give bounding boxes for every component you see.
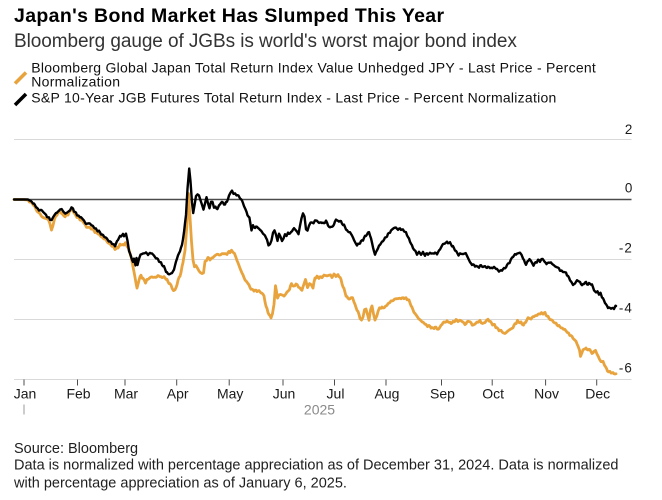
- svg-text:Sep: Sep: [430, 386, 455, 402]
- svg-text:Aug: Aug: [375, 386, 400, 402]
- svg-text:with percentage appreciation a: with percentage appreciation as of Janua…: [13, 475, 347, 491]
- svg-text:Jun: Jun: [273, 386, 296, 402]
- svg-text:Data is normalized with percen: Data is normalized with percentage appre…: [14, 457, 619, 473]
- svg-text:Dec: Dec: [585, 386, 610, 402]
- svg-text:Apr: Apr: [167, 386, 189, 402]
- svg-text:Nov: Nov: [534, 386, 559, 402]
- svg-text:Mar: Mar: [114, 386, 138, 402]
- svg-text:Japan's Bond Market Has Slumpe: Japan's Bond Market Has Slumped This Yea…: [14, 5, 444, 27]
- svg-text:Jan: Jan: [14, 386, 37, 402]
- svg-text:Bloomberg Global Japan Total R: Bloomberg Global Japan Total Return Inde…: [31, 60, 596, 76]
- svg-text:0: 0: [625, 181, 632, 196]
- svg-text:Source: Bloomberg: Source: Bloomberg: [14, 441, 138, 457]
- svg-text:2: 2: [625, 122, 632, 137]
- svg-text:Normalization: Normalization: [31, 74, 120, 90]
- svg-text:Oct: Oct: [482, 386, 504, 402]
- svg-text:-6: -6: [619, 361, 633, 376]
- svg-text:May: May: [217, 386, 243, 402]
- svg-text:Jul: Jul: [327, 386, 345, 402]
- svg-text:Bloomberg gauge of JGBs is wor: Bloomberg gauge of JGBs is world's worst…: [14, 31, 517, 52]
- svg-text:2025: 2025: [304, 402, 335, 418]
- svg-text:-4: -4: [619, 301, 633, 316]
- svg-text:-2: -2: [619, 241, 633, 256]
- svg-text:Feb: Feb: [66, 386, 90, 402]
- svg-text:S&P 10-Year JGB Futures Total: S&P 10-Year JGB Futures Total Return Ind…: [31, 90, 556, 106]
